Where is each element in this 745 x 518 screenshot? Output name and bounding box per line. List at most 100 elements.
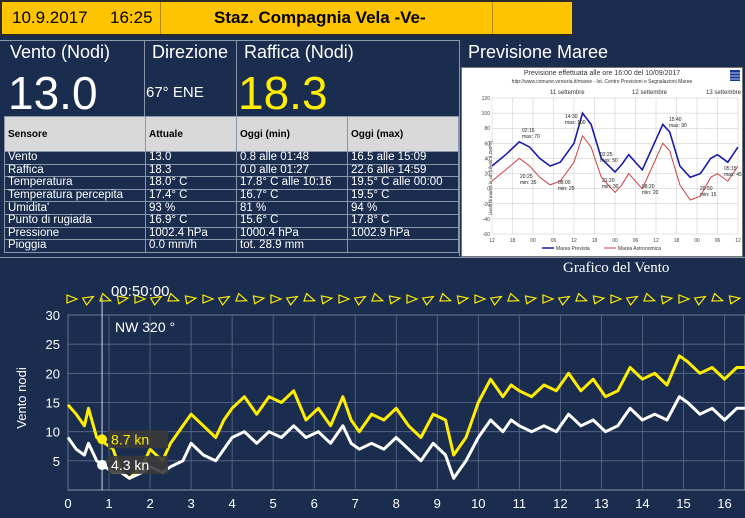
- wind-direction-arrow-icon: [524, 295, 538, 305]
- tide-annotation-value: max: 100: [565, 120, 586, 126]
- tide-astronomica-line: [491, 134, 739, 201]
- cell: 94 %: [347, 201, 459, 215]
- x-tick-label: 9: [434, 496, 441, 511]
- wind-direction-arrow-icon: [217, 295, 231, 307]
- wind-chart-title: Grafico del Vento: [563, 260, 670, 276]
- tide-x-tick: 06: [715, 238, 721, 244]
- table-row: Temperatura 18.0° C 17.8° C alle 10:16 1…: [4, 176, 459, 190]
- wind-direction-arrow-icon: [167, 292, 181, 302]
- tide-chart: Previsione effettuata alle ore 16:00 del…: [482, 70, 742, 252]
- y-tick-label: 10: [46, 425, 60, 440]
- cell: Pressione: [4, 226, 146, 241]
- table-row: Temperatura percepita 17.4° C 16.7° C 19…: [4, 188, 459, 203]
- tide-day-1: 11 settembre: [550, 90, 585, 96]
- tide-annotation-time: 20:50: [700, 186, 713, 192]
- wind-direction-arrow-icon: [235, 292, 249, 302]
- wind-ylabel: Vento nodi: [14, 367, 29, 429]
- cell: 19.5° C: [347, 188, 459, 203]
- wind-series: [66, 354, 745, 480]
- cell: 16.7° C: [236, 188, 348, 203]
- tide-x-tick: 00: [612, 238, 618, 244]
- y-tick-label: 25: [46, 337, 60, 352]
- tide-annotation-value: max: 50: [600, 158, 618, 164]
- tide-annotation-time: 08:00: [558, 180, 571, 186]
- y-tick-label: 5: [53, 454, 60, 469]
- y-tick-label: 15: [46, 396, 60, 411]
- wind-direction-arrow-icon: [728, 295, 742, 305]
- cell: tot. 28.9 mm: [236, 239, 348, 253]
- wind-direction-arrow-icon: [320, 295, 334, 305]
- wind-direction-arrow-icon: [542, 294, 555, 304]
- tide-x-tick: 06: [633, 238, 639, 244]
- tide-y-tick: 100: [482, 111, 491, 117]
- wind-direction-arrow-icon: [99, 292, 113, 302]
- tide-flag-icon: [730, 70, 740, 81]
- tide-x-tick: 12: [735, 238, 741, 244]
- wind-marker: [97, 459, 108, 470]
- tide-y-tick: 120: [482, 96, 491, 102]
- x-tick-label: 16: [717, 496, 731, 511]
- cell: Temperatura: [4, 176, 146, 190]
- cell: 1002.9 hPa: [347, 226, 459, 241]
- table-row: Punto di rugiada 16.9° C 15.6° C 17.8° C: [4, 213, 459, 228]
- gust-label: 8.7 kn: [111, 431, 149, 447]
- th-max: Oggi (max): [347, 116, 459, 152]
- wind-direction-arrow-icon: [270, 294, 283, 304]
- cell: Umidita': [4, 201, 146, 215]
- cell: 1000.4 hPa: [236, 226, 348, 241]
- wind-direction-arrow-icon: [184, 295, 198, 305]
- x-tick-label: 7: [352, 496, 359, 511]
- title-bar: 10.9.2017 16:25 Staz. Compagnia Vela -Ve…: [0, 0, 574, 36]
- x-tick-label: 6: [311, 496, 318, 511]
- cell: 1002.4 hPa: [145, 226, 237, 241]
- wind-direction-arrow-icon: [303, 292, 317, 302]
- title-separator-right: [492, 2, 493, 34]
- tide-y-tick: -20: [483, 202, 490, 208]
- vento-value: 13.0: [8, 67, 98, 119]
- tide-subtitle: http://www.comune.venezia.it/maree - Ist…: [512, 79, 693, 85]
- col-sep-3: [459, 40, 460, 256]
- gust-label-box: [108, 430, 169, 449]
- tide-x-tick: 06: [551, 238, 557, 244]
- wind-direction-arrow-icon: [643, 292, 657, 302]
- legend-prevista: Marea Prevista: [556, 246, 590, 252]
- wind-label: 4.3 kn: [111, 457, 149, 473]
- x-tick-label: 3: [187, 496, 194, 511]
- cell: 17.8° C: [347, 213, 459, 228]
- wind-grid: [67, 314, 745, 491]
- table-row: Vento 13.0 0.8 alle 01:48 16.5 alle 15:0…: [4, 151, 459, 165]
- tide-y-tick: 80: [484, 126, 490, 132]
- tide-x-tick: 00: [530, 238, 536, 244]
- tide-annotation-time: 08:20: [642, 184, 655, 190]
- cell: 17.8° C alle 10:16: [236, 176, 348, 190]
- tide-y-tick: -40: [483, 217, 490, 223]
- tide-title: Previsione effettuata alle ore 16:00 del…: [524, 70, 680, 77]
- tide-x-tick: 18: [674, 238, 680, 244]
- cell: 22.6 alle 14:59: [347, 163, 459, 178]
- tide-annotation-time: 20:25: [520, 174, 533, 180]
- wind-direction-arrow-icon: [338, 294, 351, 304]
- col-sep-1: [144, 40, 145, 116]
- tide-y-tick: 0: [487, 187, 490, 193]
- top-line: [0, 40, 459, 41]
- wind-x-ticks: 0 1 2 3 4 5 6 7 8 9 10 11 12 13 14 15 16: [64, 496, 731, 511]
- wind-direction-arrow-icon: [456, 295, 470, 305]
- wind-direction-arrow-icon: [625, 295, 639, 307]
- tide-annotation-value: min: 35: [520, 180, 537, 186]
- tide-ylabel: Livelli di marea in cm (riferiti a ZMPS): [488, 140, 493, 215]
- tide-x-tick: 12: [571, 238, 577, 244]
- tide-annotation-value: min: 25: [558, 186, 575, 192]
- tide-forecast-image: Previsione effettuata alle ore 16:00 del…: [461, 67, 743, 257]
- date-label: 10.9.2017: [12, 8, 88, 27]
- tide-annotation-value: min: 30: [602, 184, 619, 190]
- tide-annotation-time: 14:30: [565, 114, 578, 120]
- wind-direction-arrow-icon: [592, 295, 606, 305]
- col-sep-2: [236, 40, 237, 116]
- tide-annotation-value: max: 70: [522, 134, 540, 140]
- x-tick-label: 13: [594, 496, 608, 511]
- cursor-direction: NW 320 °: [115, 319, 175, 335]
- tide-y-tick: -60: [483, 232, 490, 238]
- gust-marker: [97, 434, 108, 445]
